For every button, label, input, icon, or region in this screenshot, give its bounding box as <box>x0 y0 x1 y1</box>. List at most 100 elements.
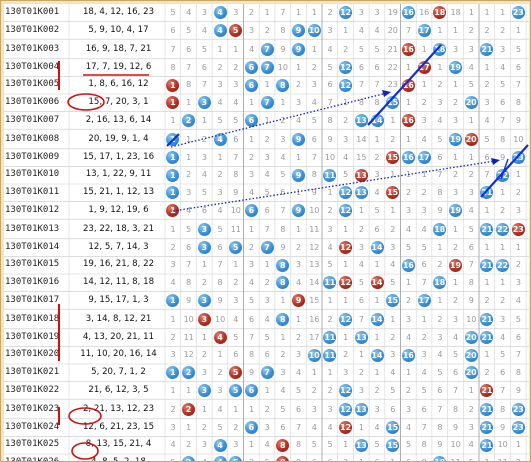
miss-count-cell: 2 <box>468 25 474 35</box>
drawn-number-ball: 21 <box>480 403 494 417</box>
miss-count-cell: 6 <box>358 62 364 72</box>
miss-count-cell: 9 <box>437 440 443 450</box>
drawn-number-ball: 17 <box>417 23 431 37</box>
miss-count-cell: 5 <box>468 80 474 90</box>
table-row: 130T01K018 3, 14, 8, 12, 21 1 10 3 10 4 6 4 8 1 16 2… <box>4 311 529 329</box>
table-row: 130T01K013 23, 22, 18, 3, 21 1 5 3 5 11 1 7 8 1 11 3… <box>4 221 529 239</box>
miss-count-cell: 4 <box>405 332 412 342</box>
drawn-number-ball: 12 <box>339 313 353 327</box>
drawn-number-ball: 5 <box>229 456 243 461</box>
miss-count-cell: 4 <box>217 98 223 107</box>
miss-count-cell: 6 <box>358 295 364 305</box>
miss-count-cell: 5 <box>170 8 176 17</box>
miss-count-cell: 1 <box>170 115 176 125</box>
miss-count-cell: 3 <box>405 405 412 415</box>
miss-count-cell: 4 <box>437 115 443 125</box>
miss-count-cell: 3 <box>343 135 349 145</box>
miss-count-cell: 1 <box>421 80 427 90</box>
miss-count-cell: 6 <box>264 350 270 360</box>
drawn-number-ball: 3 <box>197 293 211 307</box>
miss-count-cell: 8 <box>327 115 333 125</box>
miss-count-cell: 6 <box>311 135 317 145</box>
miss-count-cell: 9 <box>515 115 521 125</box>
miss-count-cell: 2 <box>217 368 223 377</box>
miss-count-cell: 4 <box>264 315 270 325</box>
miss-count-cell: 2 <box>248 8 255 17</box>
miss-count-cell: 3 <box>374 8 380 17</box>
miss-count-cell: 1 <box>201 260 207 270</box>
drawn-number-ball: 15 <box>386 293 400 307</box>
miss-count-cell: 5 <box>421 385 427 395</box>
miss-count-cell: 6 <box>468 242 474 252</box>
miss-count-cell: 8 <box>217 278 223 287</box>
miss-count-cell: 9 <box>311 188 317 197</box>
miss-count-cell: 4 <box>405 422 412 432</box>
miss-count-cell: 2 <box>437 80 443 90</box>
miss-count-cell: 4 <box>296 278 302 287</box>
miss-count-cell: 1 <box>233 260 239 270</box>
miss-count-cell: 6 <box>233 135 239 145</box>
dotted-trend-line <box>170 92 388 148</box>
miss-count-cell: 3 <box>405 315 412 325</box>
miss-count-cell: 5 <box>248 295 255 305</box>
miss-count-cell: 1 <box>405 135 412 145</box>
miss-count-cell: 2 <box>296 242 302 252</box>
miss-count-cell: 7 <box>217 260 223 270</box>
drawn-number-ball: 6 <box>244 203 258 217</box>
miss-count-cell: 10 <box>215 315 226 325</box>
table-row: 130T01K007 2, 16, 13, 6, 14 1 2 1 5 5 6 1 2 4 5 8 2 13… <box>4 112 529 130</box>
miss-count-cell: 1 <box>343 260 349 270</box>
table-row: 130T01K004 17, 7, 19, 12, 6 8 7 6 2 2 6 7 10 1 2 5 12… <box>4 59 529 77</box>
drawn-number-ball: 19 <box>449 203 462 217</box>
miss-count-cell: 6 <box>453 368 459 377</box>
miss-count-cell: 6 <box>201 205 207 215</box>
miss-count-cell: 3 <box>453 188 459 197</box>
drawn-number-ball: 9 <box>292 203 305 217</box>
miss-count-cell: 5 <box>217 115 223 125</box>
miss-count-cell: 18 <box>450 8 461 17</box>
miss-count-cell: 8 <box>515 98 521 107</box>
miss-count-cell: 3 <box>468 45 474 55</box>
miss-count-cell: 1 <box>201 332 207 342</box>
period-label: 130T01K010 <box>5 169 60 180</box>
miss-count-cell: 2 <box>453 295 459 305</box>
miss-count-cell: 5 <box>343 170 349 180</box>
miss-count-cell: 1 <box>374 368 380 377</box>
miss-count-cell: 2 <box>233 422 239 432</box>
drawn-number-ball: 2 <box>182 366 196 380</box>
drawn-number-ball: 18 <box>433 276 447 290</box>
draw-numbers: 2, 16, 13, 6, 14 <box>85 114 152 125</box>
miss-count-cell: 4 <box>186 205 192 215</box>
miss-count-cell: 1 <box>280 98 286 107</box>
miss-count-cell: 8 <box>453 405 459 415</box>
drawn-number-ball: 8 <box>276 456 290 461</box>
miss-count-cell: 3 <box>515 278 521 287</box>
miss-count-cell: 1 <box>186 135 192 145</box>
drawn-number-ball: 17 <box>417 151 431 165</box>
miss-count-cell: 4 <box>453 332 459 342</box>
miss-count-cell: 11 <box>448 454 464 461</box>
miss-count-cell: 6 <box>264 205 270 215</box>
miss-count-cell: 10 <box>513 135 524 145</box>
miss-count-cell: 3 <box>217 80 223 90</box>
miss-count-cell: 1 <box>374 135 380 145</box>
miss-count-cell: 6 <box>500 98 506 107</box>
miss-count-cell: 1 <box>453 25 459 35</box>
drawn-number-ball: 18 <box>433 456 447 461</box>
miss-count-cell: 1 <box>343 25 349 35</box>
miss-count-cell: 5 <box>358 45 364 55</box>
period-label: 130T01K003 <box>5 44 60 55</box>
miss-count-cell: 1 <box>405 62 412 72</box>
draw-numbers: 15, 17, 1, 23, 16 <box>82 151 155 162</box>
draw-numbers: 5, 20, 7, 1, 2 <box>91 367 146 377</box>
miss-count-cell: 1 <box>385 454 401 461</box>
miss-count-cell: 3 <box>421 115 427 125</box>
drawn-number-ball: 4 <box>213 23 227 37</box>
miss-count-cell: 5 <box>374 440 380 450</box>
arrow-head <box>491 158 500 165</box>
table-row: 130T01K014 12, 5, 7, 14, 3 2 6 3 6 5 2 7 9 2 12 4 12 3… <box>4 239 529 257</box>
drawn-number-ball: 2 <box>182 113 196 127</box>
